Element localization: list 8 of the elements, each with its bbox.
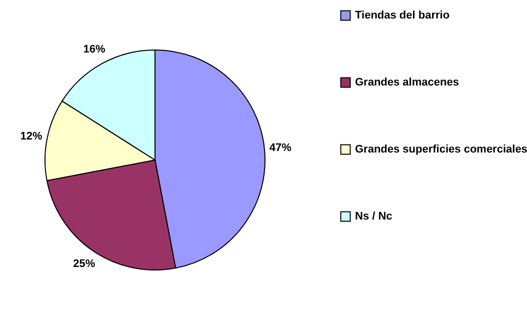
data-label: 47% bbox=[269, 142, 292, 154]
data-label: 16% bbox=[83, 44, 106, 56]
legend-label: Grandes superficies comerciales bbox=[355, 144, 527, 156]
data-label: 25% bbox=[73, 258, 96, 270]
data-label: 12% bbox=[20, 130, 42, 142]
legend-label: Grandes almacenes bbox=[355, 76, 459, 88]
legend-label: Tiendas del barrio bbox=[355, 10, 450, 22]
legend-label: Ns / Nc bbox=[355, 210, 392, 222]
